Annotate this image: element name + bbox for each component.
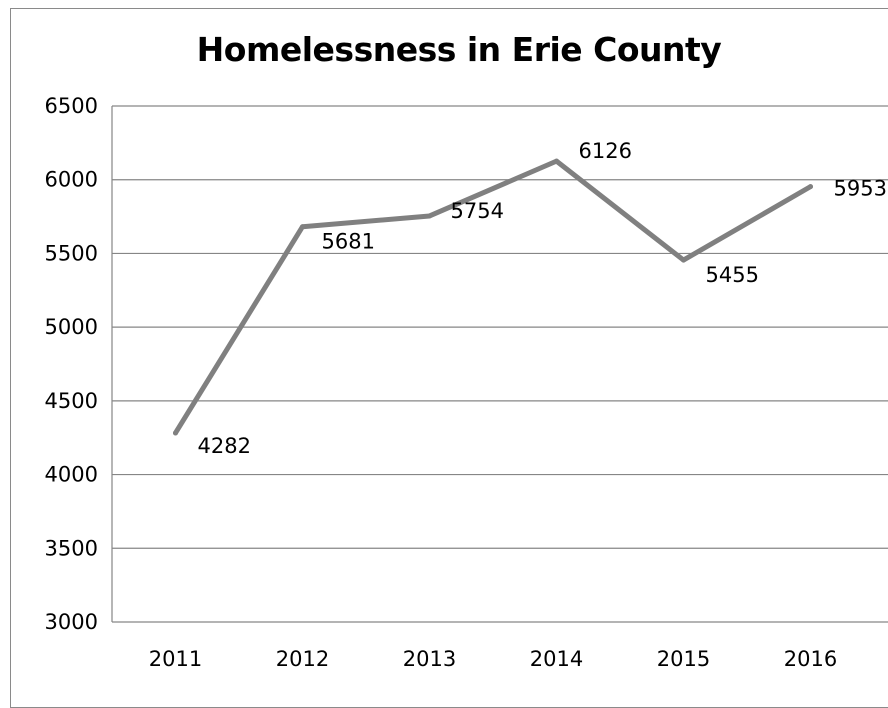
chart-frame <box>10 8 888 708</box>
y-tick-label: 6000 <box>45 168 98 192</box>
x-tick-label: 2012 <box>276 647 329 671</box>
gridlines <box>112 105 888 549</box>
y-tick-label: 4000 <box>45 463 98 487</box>
y-axis-ticks: 3000 3500 4000 4500 5000 5500 6000 6500 <box>45 94 98 634</box>
y-tick-label: 5000 <box>45 315 98 339</box>
series-line <box>173 158 813 436</box>
data-label-2013: 5754 <box>451 199 504 223</box>
data-point-2015 <box>681 257 686 263</box>
data-label-2011: 4282 <box>198 434 251 458</box>
series-layer <box>173 158 813 436</box>
axes <box>111 106 888 623</box>
chart-title: Homelessness in Erie County <box>196 30 722 69</box>
y-tick-label: 4500 <box>45 389 98 413</box>
x-axis-ticks: 2011 2012 2013 2014 2015 2016 <box>149 647 837 671</box>
data-point-2014 <box>554 158 559 164</box>
x-tick-label: 2016 <box>784 647 837 671</box>
y-tick-label: 5500 <box>45 241 98 265</box>
data-label-2014: 6126 <box>579 139 632 163</box>
data-label-2012: 5681 <box>322 230 375 254</box>
y-tick-label: 6500 <box>45 94 98 118</box>
data-label-2016: 5953 <box>834 177 887 201</box>
data-point-2013 <box>427 213 432 219</box>
y-tick-label: 3500 <box>45 536 98 560</box>
x-tick-label: 2011 <box>149 647 202 671</box>
x-tick-label: 2014 <box>530 647 583 671</box>
data-point-2012 <box>300 224 305 230</box>
data-labels: 4282 5681 5754 6126 5455 5953 <box>198 139 887 458</box>
data-label-2015: 5455 <box>706 263 759 287</box>
y-tick-label: 3000 <box>45 610 98 634</box>
data-point-2011 <box>173 430 178 436</box>
data-point-2016 <box>808 184 813 190</box>
x-tick-label: 2013 <box>403 647 456 671</box>
x-tick-label: 2015 <box>657 647 710 671</box>
